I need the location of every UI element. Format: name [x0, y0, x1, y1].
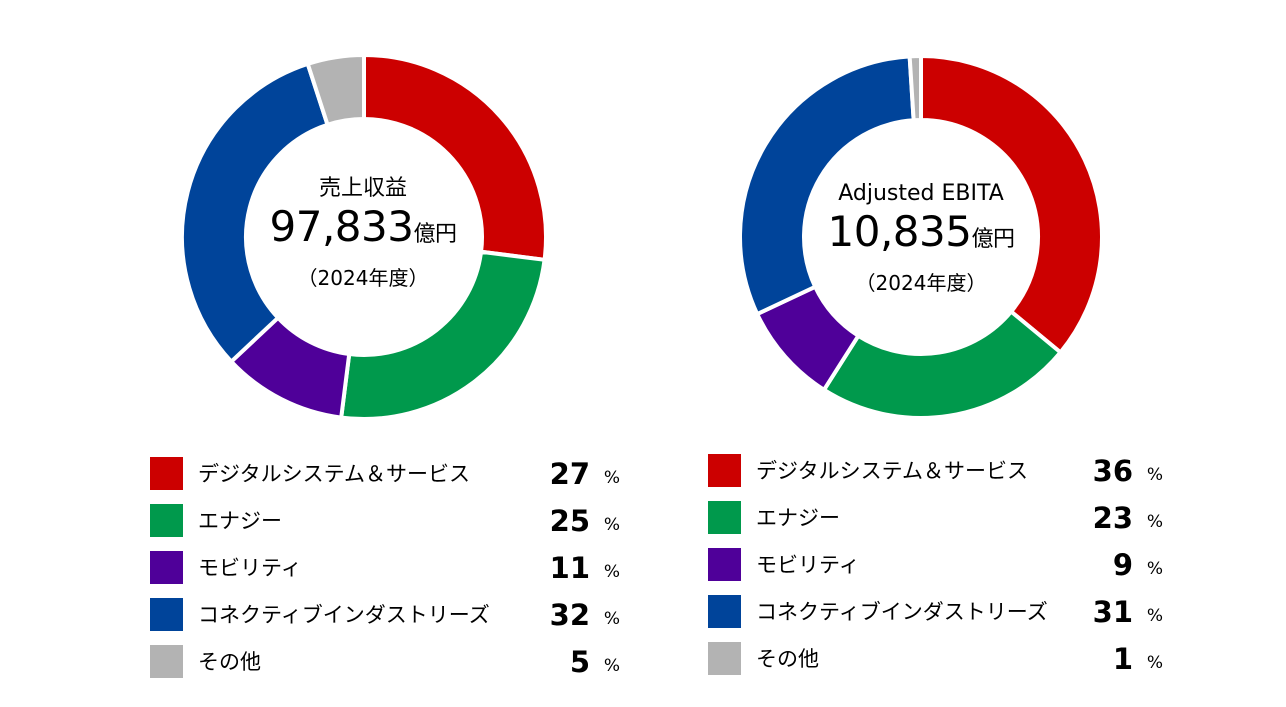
fiscal-period: （2024年度） [855, 271, 987, 295]
donut-slice-connective [738, 54, 916, 317]
revenue-donut-chart [180, 52, 548, 421]
legend-swatch [150, 645, 183, 678]
chart-title: 売上収益 [318, 176, 407, 201]
revenue-legend: デジタルシステム＆サービス 27 % エナジー 25 % モビリティ 11 % … [150, 457, 620, 692]
legend-percent-sign: % [603, 609, 620, 629]
legend-swatch [708, 454, 741, 487]
fiscal-period: （2024年度） [297, 266, 429, 290]
legend-percent-sign: % [1146, 559, 1163, 579]
legend-swatch [708, 501, 741, 534]
legend-swatch [150, 598, 183, 631]
legend-label: モビリティ [198, 556, 302, 580]
legend-percent-sign: % [603, 468, 620, 488]
legend-value: 1 [1112, 642, 1133, 676]
legend-item-connective: コネクティブインダストリーズ 32 % [150, 598, 620, 632]
total-value: 97,833億円 [233, 202, 493, 260]
legend-label: その他 [756, 647, 819, 671]
legend-swatch [150, 457, 183, 490]
legend-item-other: その他 1 % [708, 642, 1163, 676]
legend-value: 5 [569, 645, 590, 679]
legend-value: 36 [1092, 454, 1133, 488]
legend-value: 32 [549, 598, 590, 632]
legend-value: 31 [1092, 595, 1133, 629]
legend-value: 9 [1112, 548, 1133, 582]
total-number: 10,835 [827, 207, 972, 256]
legend-label: デジタルシステム＆サービス [198, 462, 470, 486]
legend-value: 23 [1092, 501, 1133, 535]
legend-percent-sign: % [1146, 653, 1163, 673]
legend-percent-sign: % [603, 515, 620, 535]
legend-label: コネクティブインダストリーズ [756, 600, 1048, 624]
legend-item-mobility: モビリティ 9 % [708, 548, 1163, 582]
legend-swatch [708, 548, 741, 581]
chart-title: Adjusted EBITA [838, 181, 1004, 206]
donut-slice-digital [919, 53, 1104, 356]
legend-item-energy: エナジー 23 % [708, 501, 1163, 535]
ebita-legend: デジタルシステム＆サービス 36 % エナジー 23 % モビリティ 9 % コ… [708, 454, 1163, 689]
legend-label: エナジー [756, 506, 840, 530]
legend-item-connective: コネクティブインダストリーズ 31 % [708, 595, 1163, 629]
total-unit: 億円 [971, 227, 1015, 252]
legend-swatch [708, 595, 741, 628]
donut-slice-connective [180, 61, 331, 365]
legend-item-digital: デジタルシステム＆サービス 27 % [150, 457, 620, 491]
total-number: 97,833 [269, 202, 414, 251]
legend-swatch [708, 642, 741, 675]
legend-swatch [150, 551, 183, 584]
donut-slice-energy [338, 249, 547, 421]
legend-label: エナジー [198, 509, 282, 533]
total-unit: 億円 [413, 222, 457, 247]
ebita-donut-chart [738, 53, 1104, 420]
legend-swatch [150, 504, 183, 537]
legend-percent-sign: % [1146, 512, 1163, 532]
legend-value: 25 [549, 504, 590, 538]
legend-percent-sign: % [1146, 606, 1163, 626]
legend-label: モビリティ [756, 553, 860, 577]
revenue-panel: 売上収益 97,833億円 （2024年度） デジタルシステム＆サービス 27 … [150, 52, 620, 692]
legend-label: その他 [198, 650, 261, 674]
donut-slice-digital [362, 52, 548, 263]
ebita-panel: Adjusted EBITA 10,835億円 （2024年度） デジタルシステ… [643, 0, 1286, 707]
legend-item-mobility: モビリティ 11 % [150, 551, 620, 585]
legend-item-energy: エナジー 25 % [150, 504, 620, 538]
legend-percent-sign: % [603, 656, 620, 676]
legend-label: デジタルシステム＆サービス [756, 459, 1028, 483]
legend-item-digital: デジタルシステム＆サービス 36 % [708, 454, 1163, 488]
ebita-center-label: Adjusted EBITA 10,835億円 （2024年度） [791, 181, 1051, 297]
donut-slice-other [907, 53, 923, 123]
donut-slice-other [305, 52, 366, 128]
legend-value: 11 [549, 551, 590, 585]
revenue-center-label: 売上収益 97,833億円 （2024年度） [233, 176, 493, 292]
legend-label: コネクティブインダストリーズ [198, 603, 490, 627]
legend-value: 27 [549, 457, 590, 491]
donut-slice-energy [821, 308, 1064, 420]
legend-percent-sign: % [1146, 465, 1163, 485]
legend-percent-sign: % [603, 562, 620, 582]
legend-item-other: その他 5 % [150, 645, 620, 679]
total-value: 10,835億円 [791, 207, 1051, 265]
